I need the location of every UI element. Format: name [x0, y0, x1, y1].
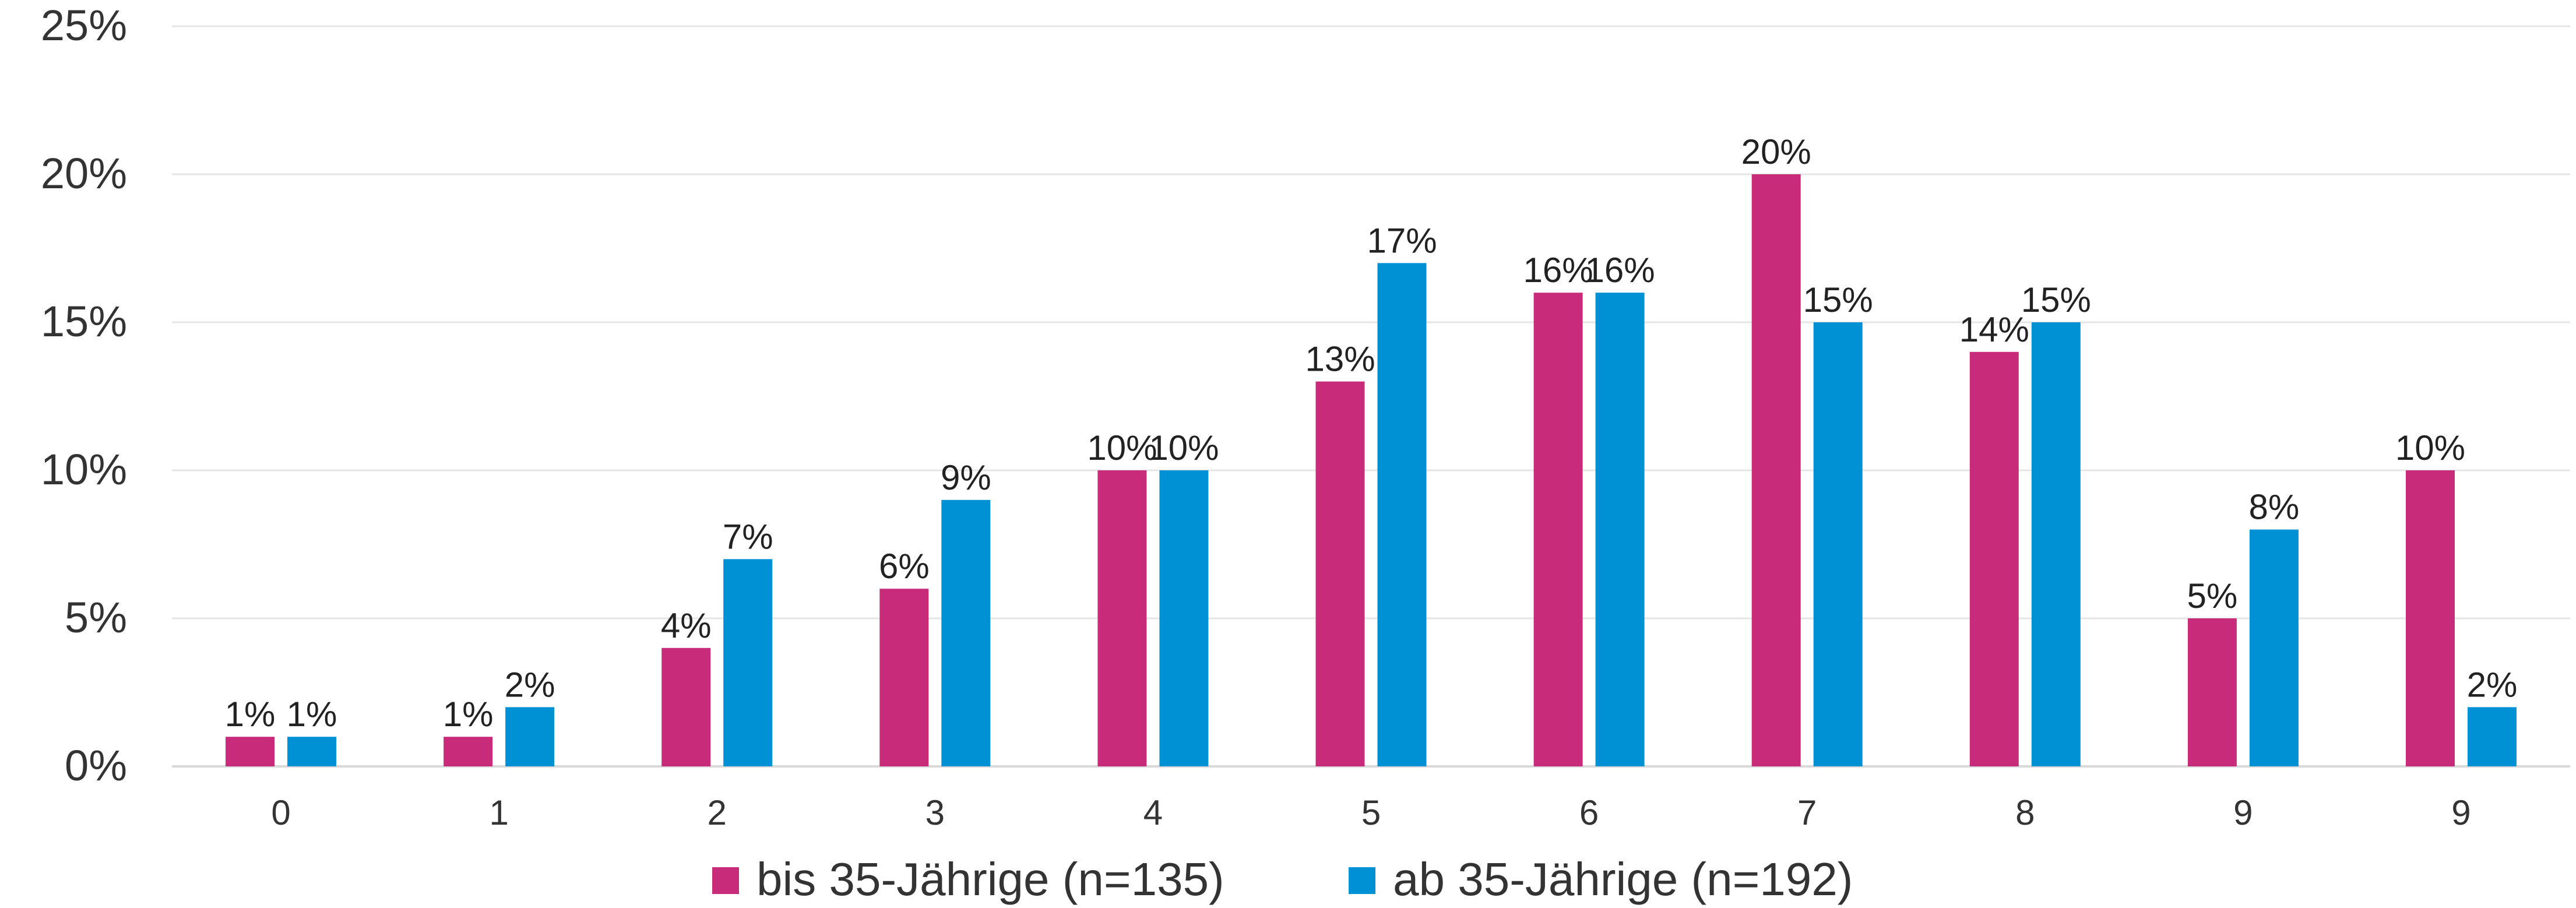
data-label: 13%: [1305, 340, 1375, 379]
data-label: 1%: [225, 695, 276, 734]
data-label: 16%: [1523, 251, 1593, 290]
legend-swatch-2: [1349, 867, 1375, 894]
bar-series-2: [505, 707, 555, 766]
x-tick-label: 2: [708, 793, 727, 832]
data-labels: 1% 1% 1%2%4%7%6%9%10%10%13%17%16%16%20%15%…: [225, 132, 2518, 734]
legend-label-1: bis 35-Jährige (n=135): [756, 853, 1224, 905]
x-tick-label: 3: [925, 793, 945, 832]
x-tick-label: 0: [271, 793, 290, 832]
data-label: 20%: [1741, 132, 1811, 171]
bars: [226, 174, 2517, 766]
data-label: 8%: [2249, 488, 2300, 527]
bar-series-2: [1159, 470, 1209, 766]
x-tick-label: 6: [1579, 793, 1599, 832]
data-label: 7%: [723, 517, 773, 556]
bar-series-1: [2405, 470, 2455, 766]
y-tick-label: 10%: [41, 445, 127, 494]
data-label: 10%: [1087, 428, 1157, 467]
data-label: 16%: [1585, 251, 1655, 290]
bar-series-2: [1595, 293, 1645, 766]
legend-swatch-1: [712, 867, 739, 894]
y-tick-label: 25%: [41, 1, 127, 50]
bar-series-1: [226, 737, 275, 766]
bar-series-1: [1097, 470, 1147, 766]
bar-series-2: [941, 499, 991, 766]
y-tick-label: 0%: [65, 741, 127, 790]
data-label: 10%: [1149, 428, 1219, 467]
x-tick-label: 9: [2233, 793, 2253, 832]
data-label: 15%: [1803, 280, 1873, 319]
data-label: 17%: [1367, 221, 1437, 260]
data-label: 4%: [661, 606, 712, 645]
data-label: 10%: [2395, 428, 2465, 467]
x-tick-label: 5: [1361, 793, 1381, 832]
data-label: 1%: [443, 695, 494, 734]
bar-series-2: [2249, 529, 2299, 766]
y-tick-label: 5%: [65, 593, 127, 642]
bar-series-2: [2031, 322, 2081, 766]
data-label: 6%: [879, 547, 930, 586]
data-label: 14%: [1959, 310, 2029, 349]
data-label: 15%: [2021, 280, 2091, 319]
bar-series-1: [2187, 618, 2237, 766]
bar-series-1: [1969, 351, 2019, 766]
x-tick-label: 7: [1797, 793, 1817, 832]
bar-series-1: [879, 589, 929, 766]
bar-series-1: [1533, 293, 1583, 766]
y-axis: 0% 5% 10% 15% 20% 25%: [41, 1, 127, 790]
bar-series-2: [287, 737, 337, 766]
gridlines: [172, 25, 2570, 768]
x-tick-label: 4: [1143, 793, 1163, 832]
bar-series-2: [1813, 322, 1863, 766]
data-label: 2%: [2467, 665, 2518, 704]
x-tick-label: 1: [489, 793, 508, 832]
data-label: 9%: [941, 458, 991, 497]
legend-label-2: ab 35-Jährige (n=192): [1393, 853, 1853, 905]
x-tick-label: 9: [2451, 793, 2471, 832]
x-tick-label: 8: [2015, 793, 2035, 832]
bar-series-1: [1751, 174, 1801, 766]
y-tick-label: 15%: [41, 297, 127, 346]
data-label: 5%: [2187, 576, 2238, 615]
bar-series-1: [444, 737, 493, 766]
legend: bis 35-Jährige (n=135) ab 35-Jährige (n=1…: [712, 853, 1853, 905]
bar-series-2: [1377, 263, 1427, 766]
x-axis: 0 1 2 3 4 5 6 7 8 9 9: [271, 793, 2471, 832]
data-label: 2%: [505, 665, 555, 704]
bar-series-2: [723, 559, 773, 766]
bar-series-1: [661, 647, 711, 766]
bar-series-1: [1315, 381, 1365, 766]
y-tick-label: 20%: [41, 149, 127, 198]
bar-series-2: [2467, 707, 2517, 766]
data-label: 1%: [287, 695, 337, 734]
